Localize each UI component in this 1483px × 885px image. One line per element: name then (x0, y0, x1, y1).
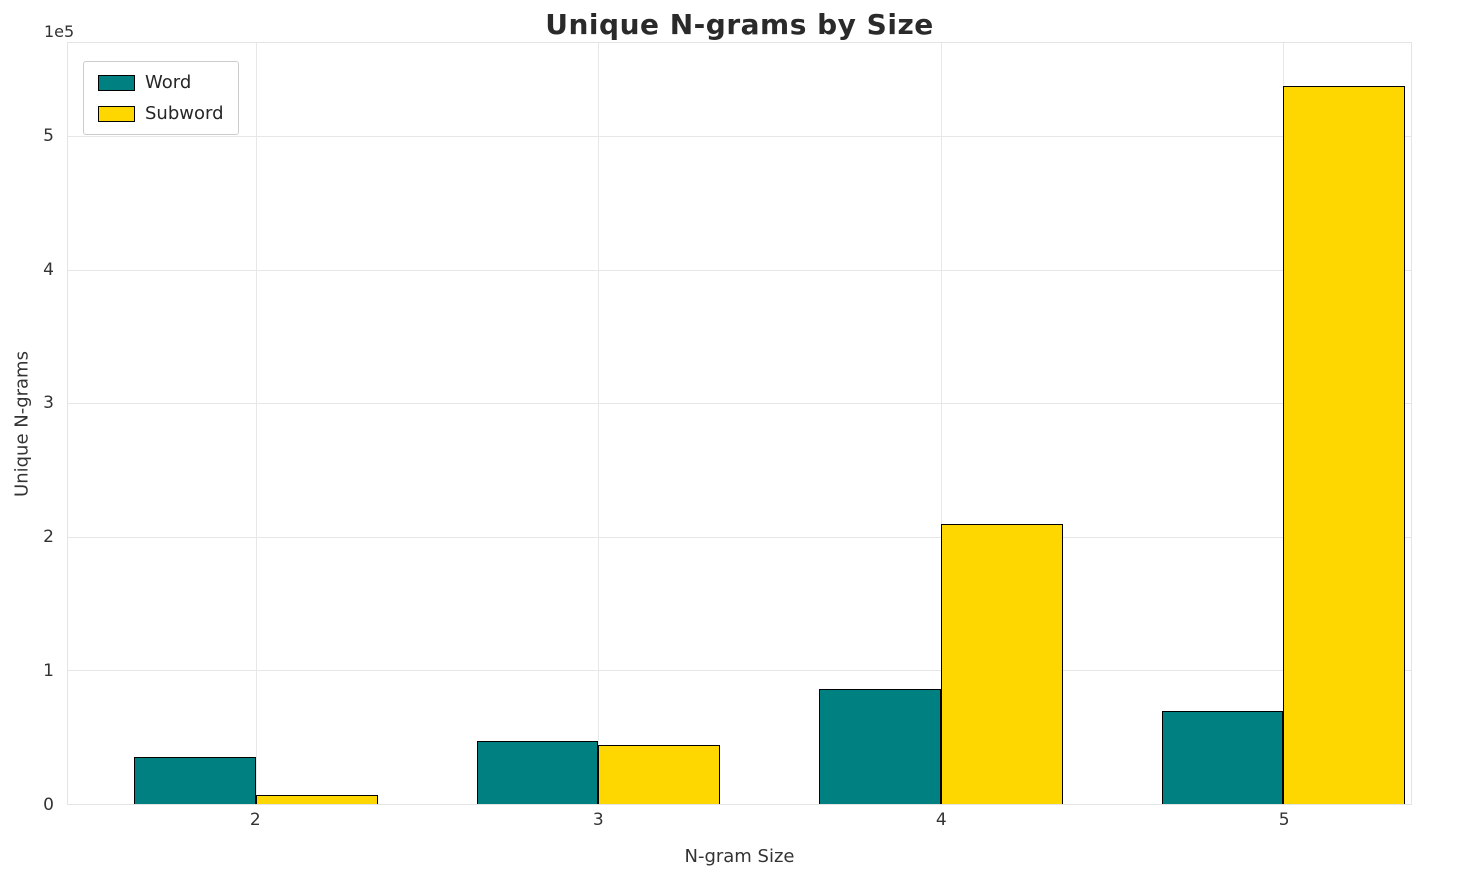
x-tick-label: 4 (935, 810, 947, 830)
legend: Word Subword (83, 61, 239, 135)
legend-swatch-subword (98, 105, 135, 122)
legend-label-word: Word (145, 72, 192, 93)
x-tick-label: 2 (249, 810, 261, 830)
gridline-horizontal (68, 536, 1411, 538)
bar-subword-ngram-2 (256, 794, 378, 804)
gridline-vertical (256, 43, 258, 804)
gridline-vertical (940, 43, 942, 804)
x-tick-label: 5 (1278, 810, 1290, 830)
x-tick-label: 3 (592, 810, 604, 830)
bar-word-ngram-4 (819, 688, 941, 804)
y-axis-offset-label: 1e5 (44, 22, 75, 41)
legend-swatch-word (98, 74, 135, 91)
bar-subword-ngram-3 (598, 745, 721, 804)
y-tick-label: 2 (43, 527, 54, 548)
legend-item-subword: Subword (98, 103, 224, 124)
y-tick-label: 4 (43, 259, 54, 280)
chart-title: Unique N-grams by Size (545, 8, 934, 41)
bar-subword-ngram-4 (940, 523, 1063, 804)
bar-word-ngram-3 (476, 740, 599, 804)
bar-word-ngram-5 (1161, 710, 1284, 804)
gridline-horizontal (68, 136, 1411, 138)
gridline-horizontal (68, 269, 1411, 271)
plot-area: Word Subword (67, 42, 1412, 805)
gridline-vertical (598, 43, 600, 804)
gridline-horizontal (68, 670, 1411, 672)
legend-label-subword: Subword (145, 103, 224, 124)
y-axis-ticks: 0 1 2 3 4 5 (0, 42, 60, 815)
bar-subword-ngram-5 (1283, 85, 1406, 804)
x-axis-ticks: 2 3 4 5 (67, 810, 1412, 836)
x-axis-label: N-gram Size (684, 846, 795, 867)
y-tick-label: 1 (43, 661, 54, 682)
bar-word-ngram-2 (134, 756, 256, 804)
gridline-horizontal (68, 403, 1411, 405)
y-tick-label: 5 (43, 125, 54, 146)
y-tick-label: 3 (43, 393, 54, 414)
legend-item-word: Word (98, 72, 224, 93)
y-tick-label: 0 (43, 795, 54, 815)
